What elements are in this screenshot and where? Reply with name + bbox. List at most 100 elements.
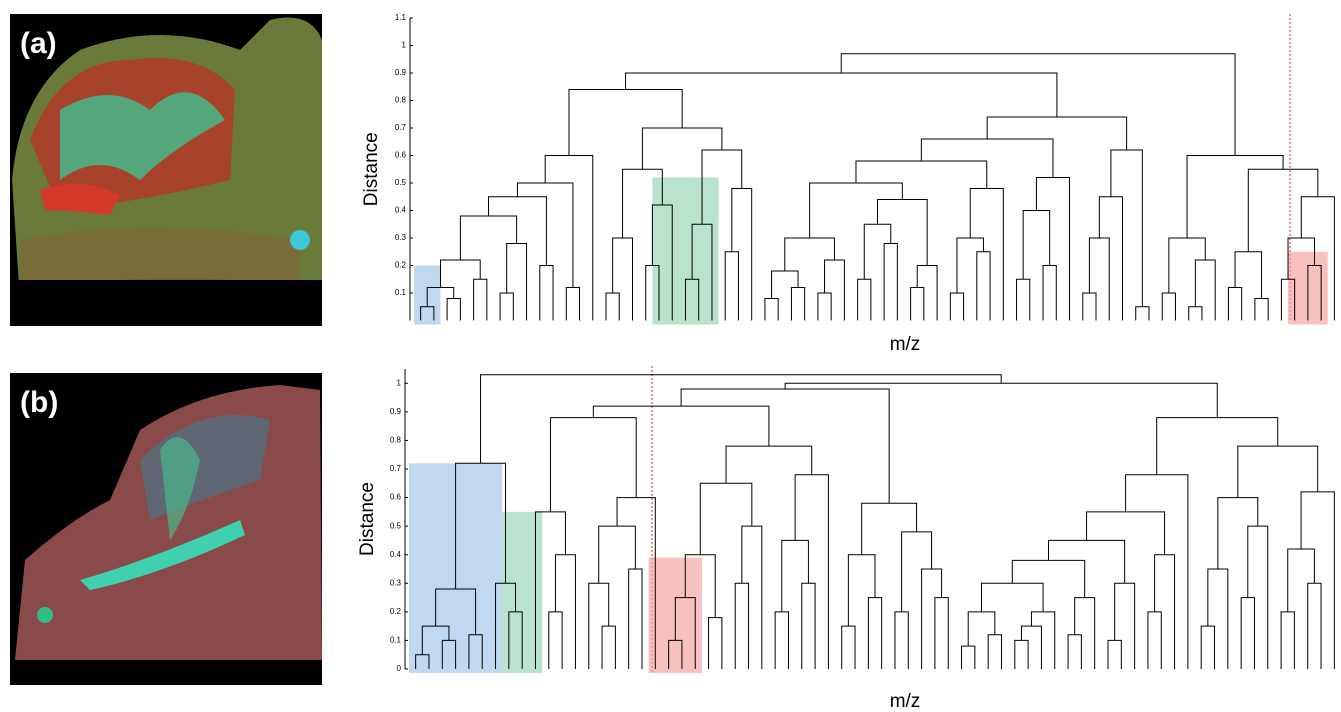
y-tick-label: 0.9	[390, 407, 402, 416]
dendrogram-link	[1280, 611, 1295, 669]
dendrogram-link	[487, 196, 547, 266]
dendrogram-link	[817, 292, 832, 321]
dendrogram-link	[446, 298, 461, 321]
dendrogram-link	[459, 215, 518, 260]
dendrogram-link	[1237, 445, 1319, 498]
dendrogram-link	[1030, 611, 1056, 669]
dendrogram-link	[1300, 491, 1335, 669]
dendrogram-link	[1114, 582, 1136, 669]
dendrogram-link	[441, 639, 457, 669]
y-axis-label: Distance	[357, 482, 378, 556]
dendrogram-link	[961, 645, 976, 669]
dendrogram-link	[1287, 548, 1315, 612]
dendrogram-link	[949, 292, 965, 321]
dendrogram-link	[741, 525, 763, 669]
dendrogram-link	[1110, 149, 1143, 307]
dendrogram-link	[1082, 292, 1097, 321]
y-tick-label: 0.1	[395, 288, 407, 297]
dendrogram-link	[628, 568, 643, 669]
y-tick-label: 0.4	[390, 550, 402, 559]
y-tick-label: 0.5	[390, 521, 402, 530]
dendrogram-link	[1307, 582, 1322, 669]
y-tick-label: 0.5	[395, 178, 407, 187]
dendrogram-link	[910, 287, 925, 321]
dendrogram-link	[1035, 177, 1071, 321]
dendrogram-link	[934, 597, 949, 669]
dendrogram-link	[455, 462, 507, 589]
dendrogram-link	[967, 611, 996, 647]
dendrogram-link	[495, 582, 517, 669]
dendrogram-link	[1014, 639, 1029, 669]
dendrogram-link	[612, 237, 634, 321]
tissue-image-a	[10, 14, 322, 326]
panel-label: (b)	[20, 386, 58, 419]
y-tick-label: 0.2	[390, 607, 402, 616]
dendrogram-link	[794, 474, 829, 669]
dendrogram-link	[809, 182, 903, 238]
dendrogram-link	[625, 72, 1058, 117]
y-tick-label: 0.7	[390, 464, 402, 473]
y-tick-label: 0.3	[395, 233, 407, 242]
y-tick-label: 0.3	[390, 578, 402, 587]
dendrogram-link	[565, 287, 581, 321]
dendrogram-link	[1020, 625, 1042, 669]
dendrogram-link	[1247, 168, 1319, 252]
dendrogram-link	[1107, 639, 1122, 669]
dendrogram-link	[548, 611, 563, 669]
x-axis-label: m/z	[890, 691, 921, 712]
dendrogram-link	[539, 265, 554, 321]
dendrogram-link	[605, 292, 620, 321]
dendrogram-link	[824, 259, 845, 321]
y-tick-label: 1	[397, 378, 402, 387]
dendrogram-link	[987, 634, 1002, 669]
tissue-image-b	[10, 373, 322, 685]
dendrogram-link	[801, 582, 816, 669]
dendrogram-link	[641, 127, 723, 170]
dendrogram-link	[883, 243, 898, 321]
dendrogram-link	[588, 582, 610, 669]
dendrogram-link	[1067, 634, 1082, 669]
y-tick-label: 0	[397, 664, 402, 673]
dendrogram-link	[857, 278, 872, 321]
dendrogram-link	[861, 502, 918, 555]
dendrogram-link	[867, 597, 883, 669]
dendrogram-link	[986, 116, 1128, 150]
dendrogram-link	[1168, 237, 1206, 293]
dendrogram-link	[473, 278, 488, 321]
dendrogram-link	[956, 237, 984, 293]
y-tick-label: 0.9	[395, 68, 407, 77]
dendrogram-link	[916, 265, 938, 321]
dendrogram-link	[981, 582, 1044, 612]
dendrogram-link	[725, 445, 813, 484]
dendrogram-link	[601, 625, 616, 669]
dendrogram-link	[708, 617, 723, 669]
dendrogram-link	[790, 287, 806, 321]
dendrogram-link	[1217, 497, 1259, 569]
dendrogram-link	[1234, 251, 1263, 299]
dendrogram-link	[592, 405, 770, 447]
dendrogram-link	[1161, 292, 1176, 321]
dendrogram-link	[480, 374, 1002, 464]
dendrogram-link	[1186, 155, 1284, 238]
dendrogram-link	[1147, 611, 1162, 669]
y-tick-label: 0.6	[395, 151, 407, 160]
dendrogram-link	[1048, 539, 1126, 584]
dendrogram-link	[1240, 597, 1255, 669]
dendrogram-link	[976, 251, 991, 321]
y-tick-label: 0.1	[390, 636, 402, 645]
dendrogram-link	[506, 243, 528, 321]
dendrogram-link	[568, 89, 683, 156]
dendrogram-link	[781, 539, 809, 612]
y-tick-label: 1.1	[395, 13, 407, 22]
dendrogram-link	[1088, 237, 1110, 321]
dendrogram-link	[439, 259, 481, 288]
panel-label: (a)	[20, 27, 57, 60]
y-axis-label: Distance	[361, 132, 382, 206]
y-tick-label: 0.8	[395, 96, 407, 105]
dendrogram-link	[863, 223, 892, 280]
dendrogram-link	[1042, 265, 1057, 321]
dendrogram-link	[1207, 568, 1229, 669]
dendrogram-link	[855, 160, 988, 189]
y-tick-label: 0.8	[390, 436, 402, 445]
